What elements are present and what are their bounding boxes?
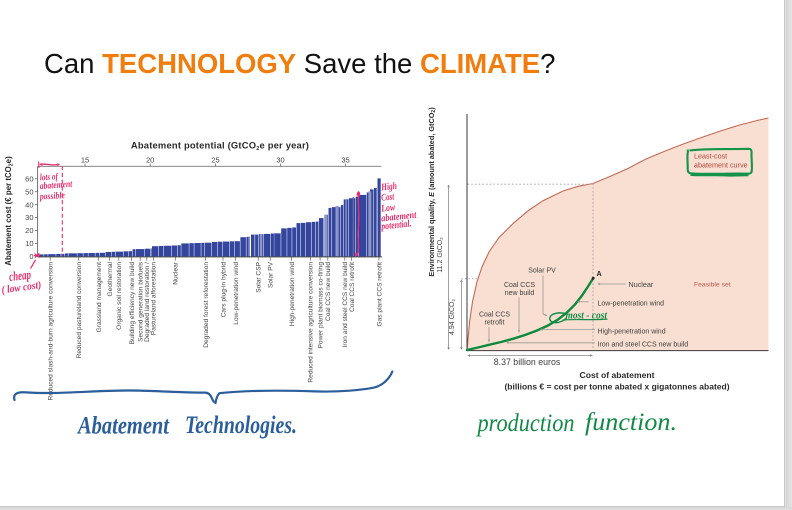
- svg-text:possible: possible: [39, 191, 66, 202]
- svg-text:Coal CCS retrofit: Coal CCS retrofit: [349, 262, 356, 312]
- svg-text:50: 50: [25, 187, 33, 196]
- svg-text:retrofit: retrofit: [485, 320, 505, 327]
- svg-text:Coal CCS: Coal CCS: [504, 282, 535, 289]
- svg-text:Solar CSP: Solar CSP: [256, 261, 263, 292]
- svg-text:Geothermal: Geothermal: [107, 261, 114, 296]
- svg-text:20: 20: [25, 226, 33, 235]
- svg-text:A: A: [597, 269, 602, 278]
- svg-text:Nuclear: Nuclear: [629, 280, 654, 289]
- svg-text:Least-cost: Least-cost: [694, 152, 727, 161]
- svg-text:abatement curve: abatement curve: [694, 161, 748, 170]
- svg-text:10: 10: [25, 239, 33, 248]
- svg-text:Reduced slash-and-burn agricul: Reduced slash-and-burn agriculture conve…: [48, 262, 55, 401]
- svg-text:Coal CCS new build: Coal CCS new build: [325, 262, 332, 321]
- svg-text:Building efficiency new build: Building efficiency new build: [129, 262, 136, 345]
- svg-text:Iron and steel CCS new build: Iron and steel CCS new build: [342, 262, 349, 348]
- svg-text:High: High: [380, 181, 398, 194]
- svg-text:Abatement cost (€ per tCO2e): Abatement cost (€ per tCO2e): [4, 156, 14, 266]
- svg-text:Degraded land restoration /: Degraded land restoration /: [144, 262, 151, 342]
- svg-text:Reduced pastureland conversion: Reduced pastureland conversion: [76, 262, 83, 359]
- svg-text:High-penetration wind: High-penetration wind: [289, 262, 296, 326]
- svg-text:Nuclear: Nuclear: [173, 261, 180, 285]
- svg-text:Environmental quality, E (amou: Environmental quality, E (amount abated,…: [427, 107, 437, 277]
- svg-text:Pastureland afforestation: Pastureland afforestation: [151, 262, 158, 336]
- svg-text:(billions € = cost per tonne a: (billions € = cost per tonne abated x gi…: [504, 382, 729, 392]
- svg-text:lots of: lots of: [40, 172, 59, 183]
- svg-text:Low-penetration wind: Low-penetration wind: [598, 301, 665, 308]
- svg-text:20: 20: [146, 156, 154, 165]
- svg-text:( low cost): ( low cost): [1, 279, 42, 296]
- svg-text:15: 15: [81, 156, 89, 165]
- svg-text:Coal CCS: Coal CCS: [479, 312, 510, 319]
- svg-text:Cars plug-in hybrid: Cars plug-in hybrid: [220, 262, 227, 318]
- svg-text:function.: function.: [585, 407, 677, 436]
- svg-text:Degraded forest reforestation: Degraded forest reforestation: [203, 262, 210, 348]
- svg-text:30: 30: [25, 213, 33, 222]
- svg-text:30: 30: [276, 156, 284, 165]
- svg-text:25: 25: [211, 156, 219, 165]
- svg-text:Cost of abatement: Cost of abatement: [580, 370, 655, 380]
- svg-text:Solar PV: Solar PV: [528, 268, 556, 275]
- svg-text:Cost: Cost: [381, 191, 396, 203]
- svg-text:Organic soil restoration: Organic soil restoration: [116, 262, 123, 330]
- svg-text:most - cost: most - cost: [566, 309, 608, 321]
- svg-text:60: 60: [25, 174, 33, 183]
- svg-text:abatement: abatement: [40, 180, 73, 192]
- svg-text:Reduced intensive agriculture: Reduced intensive agriculture conversion: [308, 262, 315, 383]
- svg-text:Abatement potential (GtCO2e pe: Abatement potential (GtCO2e per year): [131, 140, 309, 153]
- svg-text:production: production: [476, 408, 575, 437]
- svg-text:Technologies.: Technologies.: [185, 412, 297, 439]
- svg-text:35: 35: [341, 156, 349, 165]
- svg-text:Low: Low: [380, 202, 396, 215]
- svg-text:Grassland management: Grassland management: [96, 262, 103, 333]
- svg-text:Low-penetration wind: Low-penetration wind: [233, 262, 240, 325]
- svg-text:8.37 billion euros: 8.37 billion euros: [494, 357, 561, 367]
- svg-text:abatement: abatement: [381, 210, 418, 225]
- svg-text:11.2 GtCO2: 11.2 GtCO2: [437, 237, 444, 273]
- svg-text:new build: new build: [505, 290, 535, 297]
- svg-text:cheap: cheap: [8, 267, 32, 284]
- svg-text:Second generation biofuels: Second generation biofuels: [138, 261, 145, 342]
- svg-text:4.94 GtCO2: 4.94 GtCO2: [449, 298, 456, 334]
- svg-text:Solar PV: Solar PV: [268, 261, 275, 288]
- svg-text:potential.: potential.: [380, 218, 412, 232]
- svg-text:Power plant biomass co-firing: Power plant biomass co-firing: [318, 262, 325, 349]
- svg-text:Iron and steel CCS new build: Iron and steel CCS new build: [598, 341, 689, 348]
- svg-text:High-penetration wind: High-penetration wind: [598, 328, 666, 335]
- svg-text:Abatement: Abatement: [76, 413, 170, 440]
- svg-text:Feasible set: Feasible set: [694, 282, 731, 289]
- svg-text:40: 40: [25, 200, 33, 209]
- svg-text:0: 0: [29, 252, 33, 261]
- svg-text:Gas plant CCS retrofit: Gas plant CCS retrofit: [376, 262, 383, 327]
